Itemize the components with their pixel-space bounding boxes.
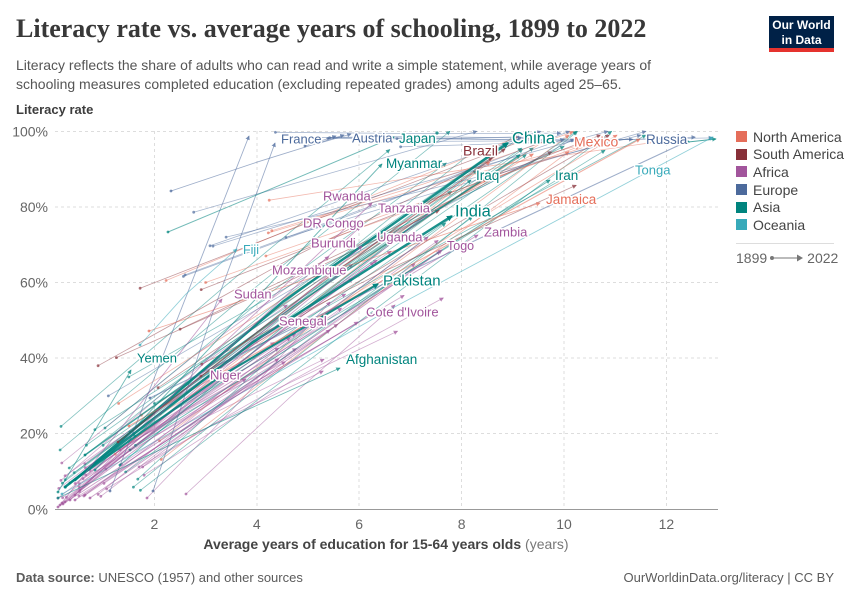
svg-text:Iran: Iran — [555, 168, 578, 183]
svg-text:Average years of education for: Average years of education for 15-64 yea… — [203, 536, 568, 552]
svg-text:Sudan: Sudan — [234, 287, 272, 302]
svg-text:France: France — [281, 132, 321, 147]
svg-text:100%: 100% — [12, 123, 48, 139]
svg-text:DR Congo: DR Congo — [303, 216, 364, 231]
svg-text:Japan: Japan — [399, 131, 436, 146]
svg-text:40%: 40% — [20, 350, 48, 366]
svg-text:Myanmar: Myanmar — [386, 156, 443, 171]
svg-text:Mozambique: Mozambique — [272, 263, 346, 278]
svg-text:20%: 20% — [20, 426, 48, 442]
svg-text:80%: 80% — [20, 199, 48, 215]
svg-text:Jamaica: Jamaica — [546, 192, 597, 207]
svg-text:Yemen: Yemen — [137, 351, 177, 366]
svg-text:India: India — [455, 203, 492, 221]
svg-text:Burundi: Burundi — [311, 236, 356, 251]
svg-text:China: China — [512, 130, 556, 148]
svg-text:Uganda: Uganda — [377, 230, 423, 245]
svg-text:Iraq: Iraq — [476, 168, 499, 183]
svg-text:Rwanda: Rwanda — [323, 189, 371, 204]
svg-text:Tanzania: Tanzania — [378, 201, 431, 216]
svg-text:60%: 60% — [20, 275, 48, 291]
svg-text:10: 10 — [556, 516, 572, 532]
svg-text:12: 12 — [659, 516, 675, 532]
svg-text:Niger: Niger — [210, 368, 242, 383]
svg-text:Senegal: Senegal — [279, 314, 327, 329]
svg-text:Cote d'Ivoire: Cote d'Ivoire — [366, 305, 439, 320]
svg-text:Pakistan: Pakistan — [383, 272, 441, 289]
svg-text:8: 8 — [458, 516, 466, 532]
svg-text:Togo: Togo — [447, 239, 474, 253]
svg-text:Brazil: Brazil — [463, 143, 498, 159]
svg-text:0%: 0% — [28, 501, 48, 517]
svg-text:Zambia: Zambia — [484, 225, 528, 240]
svg-text:Tonga: Tonga — [635, 163, 671, 178]
svg-text:2: 2 — [151, 516, 159, 532]
svg-text:Fiji: Fiji — [243, 243, 259, 257]
svg-text:Austria: Austria — [352, 131, 393, 146]
svg-text:Afghanistan: Afghanistan — [346, 352, 417, 367]
svg-text:Mexico: Mexico — [574, 134, 619, 150]
svg-text:4: 4 — [253, 516, 261, 532]
svg-text:Russia: Russia — [646, 132, 688, 147]
svg-text:6: 6 — [355, 516, 363, 532]
